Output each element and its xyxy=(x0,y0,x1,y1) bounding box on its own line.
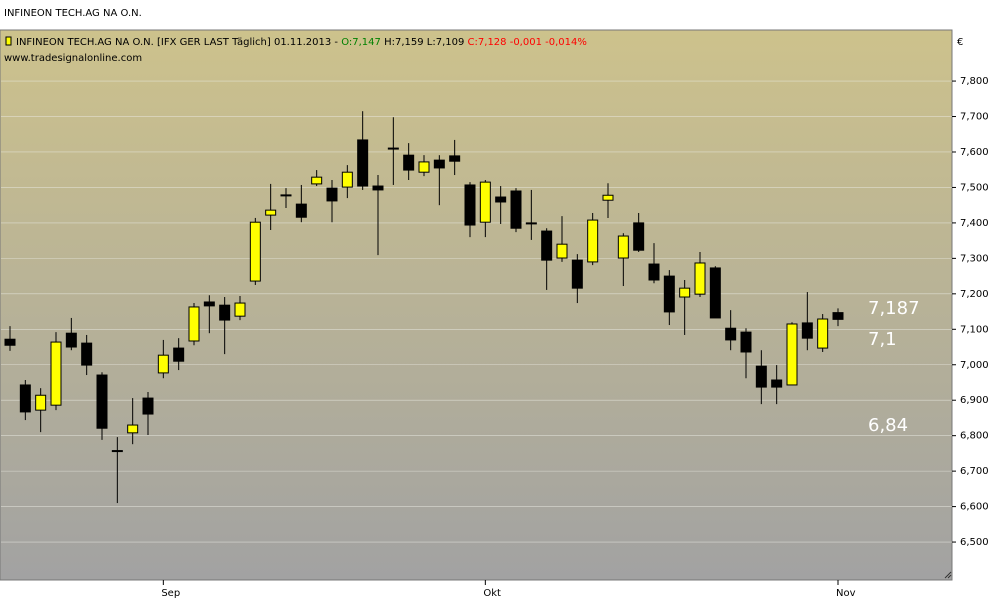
candle-body xyxy=(679,287,691,298)
candle-body xyxy=(725,327,737,341)
candle-body xyxy=(173,347,185,362)
y-tick-label: 6,700 xyxy=(960,466,989,477)
chart-title: INFINEON TECH.AG NA O.N. xyxy=(4,8,142,19)
candle-body xyxy=(694,262,706,295)
candle-body xyxy=(142,397,154,415)
y-tick-label: 6,800 xyxy=(960,431,989,442)
candle-body xyxy=(755,365,767,388)
candle-body xyxy=(387,147,399,150)
candle-body xyxy=(617,235,629,259)
candle-body xyxy=(341,171,353,188)
candle-body xyxy=(433,159,445,169)
candle-body xyxy=(633,222,645,251)
y-unit: € xyxy=(957,37,963,48)
candle-body xyxy=(479,181,491,223)
candle-body xyxy=(403,154,415,171)
candle-body xyxy=(311,176,323,185)
y-tick-label: 7,200 xyxy=(960,289,989,300)
y-tick-label: 7,800 xyxy=(960,76,989,87)
candle-body xyxy=(832,312,844,320)
candle-body xyxy=(50,341,62,406)
candle-body xyxy=(188,306,200,342)
y-tick-label: 7,600 xyxy=(960,147,989,158)
legend-header: INFINEON TECH.AG NA O.N. [IFX GER LAST T… xyxy=(16,37,587,48)
legend-part: H:7,159 L:7,109 xyxy=(384,37,464,48)
candle-body xyxy=(35,394,47,411)
candle-body xyxy=(157,354,169,374)
candle-body xyxy=(771,379,783,388)
y-tick-label: 6,900 xyxy=(960,395,989,406)
candle-body xyxy=(786,323,798,386)
candle-body xyxy=(817,318,829,349)
candle-body xyxy=(234,302,246,317)
candle-body xyxy=(81,342,93,366)
candle-body xyxy=(280,194,292,197)
x-tick-label: Okt xyxy=(483,588,501,599)
legend-part: INFINEON TECH.AG NA O.N. [IFX GER LAST T… xyxy=(16,37,338,48)
candle-body xyxy=(801,322,813,339)
legend-part: C:7,128 -0,001 -0,014% xyxy=(468,37,587,48)
y-tick-label: 7,300 xyxy=(960,253,989,264)
candle-body xyxy=(449,155,461,162)
candle-body xyxy=(111,450,123,453)
annotation: 7,187 xyxy=(868,298,920,319)
candle-body xyxy=(127,424,139,434)
candle-body xyxy=(4,338,16,346)
candle-body xyxy=(295,203,307,218)
annotation: 6,84 xyxy=(868,415,908,436)
y-tick-label: 6,600 xyxy=(960,502,989,513)
candle-body xyxy=(203,301,215,307)
candle-body xyxy=(249,221,261,282)
y-tick-label: 6,500 xyxy=(960,537,989,548)
candle-body xyxy=(495,196,507,203)
y-tick-label: 7,500 xyxy=(960,182,989,193)
candle-body xyxy=(587,219,599,263)
source: www.tradesignalonline.com xyxy=(4,53,142,64)
candle-body xyxy=(525,222,537,225)
legend-icon xyxy=(5,36,12,46)
y-tick-label: 7,000 xyxy=(960,360,989,371)
candle-body xyxy=(265,209,277,216)
y-tick-label: 7,700 xyxy=(960,112,989,123)
candle-body xyxy=(96,374,108,429)
candle-body xyxy=(648,263,660,281)
candle-body xyxy=(464,184,476,226)
x-tick-label: Sep xyxy=(161,588,180,599)
candle-body xyxy=(602,194,614,201)
annotation: 7,1 xyxy=(868,329,897,350)
candle-body xyxy=(571,259,583,289)
candle-body xyxy=(219,304,231,321)
candle-body xyxy=(556,243,568,259)
candle-body xyxy=(663,275,675,313)
candle-body xyxy=(65,332,77,348)
y-tick-label: 7,100 xyxy=(960,324,989,335)
candle-body xyxy=(709,267,721,319)
candle-body xyxy=(326,187,338,202)
candle-body xyxy=(418,161,430,173)
plot-area xyxy=(0,29,953,581)
candle-body xyxy=(541,230,553,261)
candle-body xyxy=(357,139,369,187)
legend-part: O:7,147 xyxy=(341,37,381,48)
candle-body xyxy=(740,331,752,353)
resize-icon xyxy=(944,571,952,579)
candle-body xyxy=(19,384,31,413)
candle-body xyxy=(510,190,522,229)
x-tick-label: Nov xyxy=(836,588,856,599)
candle-body xyxy=(372,185,384,191)
y-tick-label: 7,400 xyxy=(960,218,989,229)
